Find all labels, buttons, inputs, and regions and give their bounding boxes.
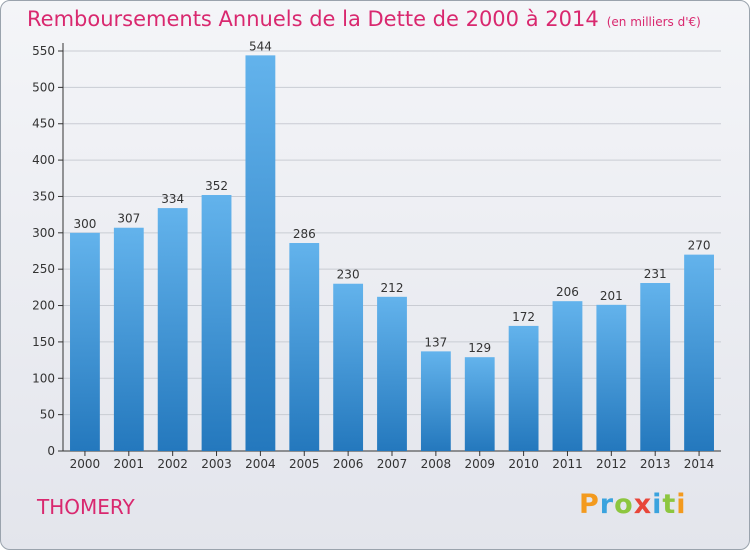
bar-value-label: 137: [424, 335, 447, 349]
bar-value-label: 544: [249, 39, 272, 53]
bar-2004: [245, 55, 276, 451]
y-tick-label: 200: [32, 299, 55, 313]
bar-2013: [640, 283, 671, 451]
y-tick-label: 400: [32, 153, 55, 167]
x-tick-label: 2010: [508, 457, 539, 471]
bar-2014: [684, 254, 714, 451]
logo-letter: x: [633, 489, 653, 520]
logo-letter: P: [579, 489, 600, 520]
bar-value-label: 307: [117, 212, 140, 226]
bar-2010: [508, 325, 539, 451]
chart-subtitle: (en milliers d'€): [606, 15, 701, 29]
bar-2001: [113, 227, 144, 451]
y-tick-label: 50: [40, 408, 55, 422]
x-tick-label: 2014: [684, 457, 715, 471]
y-tick-label: 300: [32, 226, 55, 240]
bar-2008: [420, 351, 451, 451]
bar-value-label: 300: [73, 217, 96, 231]
y-tick-label: 0: [47, 444, 55, 458]
logo-letter: t: [662, 489, 677, 520]
y-tick-label: 100: [32, 371, 55, 385]
bar-value-label: 206: [556, 285, 579, 299]
commune-name: THOMERY: [37, 495, 135, 519]
bar-value-label: 352: [205, 179, 228, 193]
x-tick-label: 2013: [640, 457, 671, 471]
proxiti-logo: Proxiti: [579, 489, 687, 520]
x-tick-label: 2009: [464, 457, 495, 471]
x-tick-label: 2003: [201, 457, 232, 471]
bar-2003: [201, 195, 232, 451]
y-tick-label: 350: [32, 189, 55, 203]
y-tick-label: 500: [32, 80, 55, 94]
y-tick-label: 450: [32, 117, 55, 131]
bar-value-label: 129: [468, 341, 491, 355]
logo-letter: o: [614, 489, 634, 520]
bar-2007: [377, 296, 407, 451]
x-tick-label: 2000: [70, 457, 101, 471]
y-tick-label: 250: [32, 262, 55, 276]
bar-value-label: 172: [512, 310, 535, 324]
bar-2005: [289, 243, 320, 451]
x-tick-label: 2002: [157, 457, 188, 471]
bar-value-label: 231: [644, 267, 667, 281]
x-tick-label: 2001: [114, 457, 145, 471]
bar-2012: [596, 304, 627, 451]
bar-2011: [552, 301, 583, 451]
bar-2006: [333, 283, 364, 451]
x-tick-label: 2005: [289, 457, 320, 471]
bars: 300 307 334 352 544 286 230 212 137 129 172 206 201 2…: [70, 39, 714, 451]
bar-value-label: 212: [381, 281, 404, 295]
bar-value-label: 230: [337, 268, 360, 282]
bar-2000: [70, 232, 100, 451]
x-tick-label: 2004: [245, 457, 276, 471]
chart-title: Remboursements Annuels de la Dette de 20…: [27, 7, 599, 31]
x-tick-label: 2006: [333, 457, 364, 471]
bar-2009: [464, 357, 495, 451]
logo-letter: i: [652, 489, 663, 520]
y-tick-label: 550: [32, 44, 55, 58]
bar-value-label: 334: [161, 192, 184, 206]
bar-2002: [157, 208, 188, 451]
x-tick-label: 2012: [596, 457, 627, 471]
bar-value-label: 201: [600, 289, 623, 303]
y-tick-label: 150: [32, 335, 55, 349]
bar-value-label: 270: [688, 239, 711, 253]
x-tick-label: 2011: [552, 457, 583, 471]
x-tick-label: 2008: [421, 457, 452, 471]
bar-value-label: 286: [293, 227, 316, 241]
logo-letter: i: [676, 489, 687, 520]
title-row: Remboursements Annuels de la Dette de 20…: [27, 7, 701, 31]
axes: 0 50 100 150 200 250 300 350 400 450 500 550 2000 200…: [32, 43, 721, 471]
logo-letter: r: [599, 489, 615, 520]
x-tick-label: 2007: [377, 457, 408, 471]
